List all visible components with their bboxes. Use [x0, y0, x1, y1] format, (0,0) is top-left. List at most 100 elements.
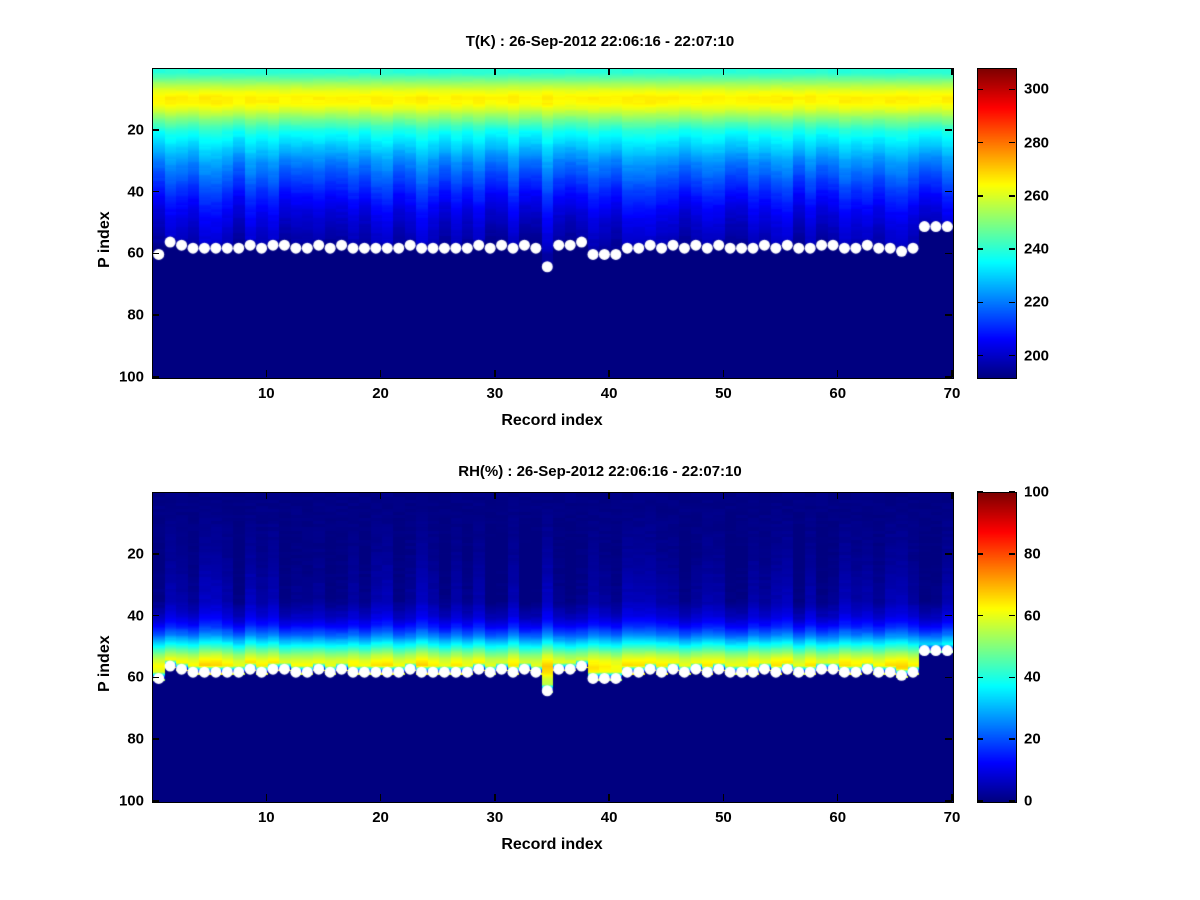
x-tick-label-temperature: 30 — [486, 385, 504, 402]
y-tick-relative-humidity — [152, 676, 159, 679]
x-tick-top-relative-humidity — [951, 492, 953, 499]
colorbar-tick-right-relative-humidity — [1009, 614, 1015, 617]
y-tick-relative-humidity — [152, 738, 159, 740]
x-tick-top-relative-humidity — [836, 492, 839, 499]
x-tick-relative-humidity — [608, 794, 610, 801]
x-tick-top-temperature — [608, 68, 610, 75]
y-tick-right-temperature — [945, 252, 952, 255]
x-tick-relative-humidity — [722, 794, 725, 801]
colorbar-tick-label-temperature: 260 — [1024, 187, 1050, 205]
subplot-temperature: T(K) : 26-Sep-2012 22:06:16 - 22:07:10 P… — [96, 33, 1050, 429]
x-tick-temperature — [265, 370, 268, 377]
y-tick-label-relative-humidity: 60 — [127, 668, 144, 686]
x-tick-label-relative-humidity: 20 — [372, 809, 389, 826]
x-axis-label-temperature: Record index — [501, 412, 603, 429]
x-tick-temperature — [494, 370, 496, 377]
colorbar-tick-right-temperature — [1009, 354, 1015, 357]
colorbar-tick-right-temperature — [1009, 88, 1015, 91]
x-tick-top-relative-humidity — [494, 492, 496, 499]
colorbar-tick-relative-humidity — [977, 800, 983, 802]
colorbar-tick-temperature — [977, 141, 983, 144]
colorbar-tick-label-temperature: 220 — [1024, 293, 1050, 311]
y-tick-relative-humidity — [152, 800, 159, 802]
x-tick-label-temperature: 10 — [257, 385, 275, 402]
x-tick-label-relative-humidity: 60 — [829, 809, 847, 826]
y-tick-label-relative-humidity: 40 — [127, 607, 144, 625]
colorbar-tick-right-relative-humidity — [1009, 738, 1015, 740]
x-tick-label-relative-humidity: 30 — [486, 809, 504, 826]
x-tick-top-relative-humidity — [265, 492, 268, 499]
colorbar-tick-label-relative-humidity: 0 — [1024, 792, 1033, 810]
colorbar-tick-temperature — [977, 195, 983, 197]
y-tick-right-temperature — [945, 129, 952, 131]
colorbar-tick-right-temperature — [1009, 248, 1015, 250]
y-tick-temperature — [152, 314, 159, 316]
colorbar-tick-relative-humidity — [977, 676, 983, 679]
x-tick-temperature — [836, 370, 839, 377]
colorbar-tick-relative-humidity — [977, 553, 983, 555]
subplot-title-temperature: T(K) : 26-Sep-2012 22:06:16 - 22:07:10 — [465, 33, 735, 50]
x-tick-temperature — [722, 370, 725, 377]
colorbar-tick-right-relative-humidity — [1009, 676, 1015, 679]
x-tick-label-temperature: 60 — [829, 385, 847, 402]
colorbar-tick-label-relative-humidity: 80 — [1024, 545, 1041, 563]
colorbar-tick-temperature — [977, 88, 983, 91]
x-tick-relative-humidity — [265, 794, 268, 801]
colorbar-tick-right-relative-humidity — [1009, 800, 1015, 802]
x-tick-top-temperature — [265, 68, 268, 75]
y-tick-temperature — [152, 129, 159, 131]
x-tick-relative-humidity — [379, 794, 382, 801]
x-tick-top-temperature — [722, 68, 725, 75]
y-tick-right-temperature — [945, 190, 952, 193]
y-tick-right-relative-humidity — [945, 553, 952, 555]
colorbar-tick-temperature — [977, 248, 983, 250]
y-tick-right-temperature — [945, 376, 952, 378]
colorbar-tick-temperature — [977, 301, 983, 304]
colorbar-tick-temperature — [977, 354, 983, 357]
y-tick-right-relative-humidity — [945, 738, 952, 740]
colorbar-tick-right-temperature — [1009, 141, 1015, 144]
x-tick-label-temperature: 70 — [943, 385, 961, 402]
colorbar-tick-right-relative-humidity — [1009, 553, 1015, 555]
colorbar-tick-label-relative-humidity: 40 — [1024, 668, 1041, 686]
x-tick-top-temperature — [951, 68, 953, 75]
y-tick-relative-humidity — [152, 553, 159, 555]
x-tick-label-temperature: 50 — [715, 385, 732, 402]
colorbar-tick-label-relative-humidity: 100 — [1024, 483, 1050, 501]
colorbar-tick-relative-humidity — [977, 738, 983, 740]
x-tick-top-temperature — [836, 68, 839, 75]
colorbar-tick-label-temperature: 200 — [1024, 347, 1050, 365]
x-tick-top-relative-humidity — [722, 492, 725, 499]
y-tick-relative-humidity — [152, 614, 159, 617]
y-tick-label-temperature: 80 — [127, 306, 144, 324]
x-tick-relative-humidity — [494, 794, 496, 801]
y-tick-label-relative-humidity: 20 — [127, 545, 144, 563]
x-tick-top-temperature — [379, 68, 382, 75]
heatmap-axes-temperature — [152, 68, 954, 379]
heatmap-axes-relative-humidity — [152, 492, 954, 803]
x-tick-label-temperature: 20 — [372, 385, 389, 402]
x-tick-label-relative-humidity: 70 — [943, 809, 961, 826]
colorbar-tick-relative-humidity — [977, 491, 983, 493]
y-tick-right-relative-humidity — [945, 614, 952, 617]
colorbar-tick-right-temperature — [1009, 195, 1015, 197]
y-tick-temperature — [152, 190, 159, 193]
subplot-relative-humidity: RH(%) : 26-Sep-2012 22:06:16 - 22:07:10 … — [0, 450, 1200, 900]
x-tick-temperature — [379, 370, 382, 377]
y-tick-label-temperature: 40 — [127, 183, 144, 201]
x-tick-top-temperature — [494, 68, 496, 75]
x-tick-label-relative-humidity: 50 — [715, 809, 732, 826]
x-tick-top-relative-humidity — [608, 492, 610, 499]
x-tick-relative-humidity — [836, 794, 839, 801]
colorbar-tick-label-relative-humidity: 60 — [1024, 607, 1041, 625]
subplot-title-relative-humidity: RH(%) : 26-Sep-2012 22:06:16 - 22:07:10 — [458, 463, 742, 480]
y-tick-temperature — [152, 376, 159, 378]
y-tick-right-temperature — [945, 314, 952, 316]
y-tick-label-temperature: 20 — [127, 121, 144, 139]
colorbar-tick-label-temperature: 240 — [1024, 240, 1050, 258]
y-tick-right-relative-humidity — [945, 676, 952, 679]
colorbar-tick-label-temperature: 280 — [1024, 134, 1050, 152]
x-tick-top-relative-humidity — [379, 492, 382, 499]
y-tick-temperature — [152, 252, 159, 255]
